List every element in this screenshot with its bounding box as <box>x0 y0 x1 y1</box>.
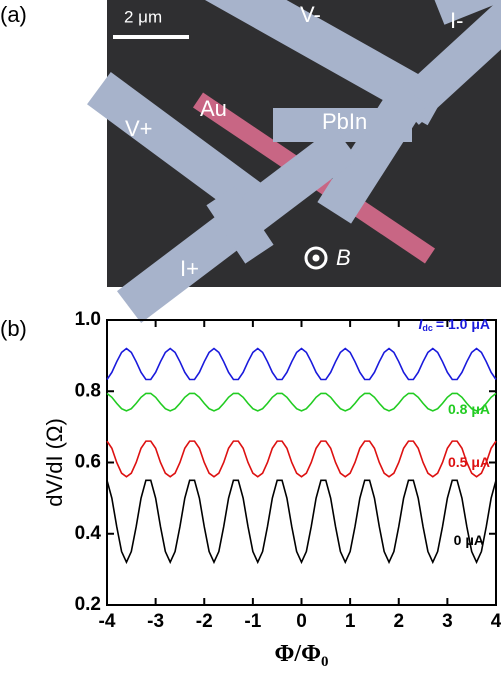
x-tick-label: 3 <box>442 611 453 632</box>
y-axis-label: dV/dI (Ω) <box>42 418 67 507</box>
y-tick-label: 0.8 <box>75 380 101 401</box>
series-label-text: 0.5 μA <box>448 454 490 470</box>
series-label-text: 0 μA <box>454 532 484 548</box>
series-line <box>106 479 497 565</box>
scale-label: 2 μm <box>124 7 162 26</box>
x-tick-label: 2 <box>393 611 404 632</box>
series-label-symbol: I <box>419 316 424 332</box>
field-symbol <box>304 246 328 270</box>
electrode-label: V+ <box>125 116 153 141</box>
electrodes <box>87 72 428 324</box>
series-label-text: 0.8 μA <box>448 401 490 417</box>
field-symbol <box>312 254 320 262</box>
panel-label: (b) <box>0 316 27 341</box>
x-tick-label: 1 <box>345 611 356 632</box>
x-axis-label-subscript: 0 <box>321 654 329 670</box>
series-line <box>106 440 497 478</box>
series-label-subscript: dc <box>422 323 433 333</box>
electrode-label: I- <box>450 8 463 33</box>
electrode-label: V- <box>300 2 321 27</box>
electrodes <box>204 0 501 126</box>
series-line <box>106 392 497 412</box>
series-label: 0.5 μA <box>448 454 490 470</box>
micrograph: 2 μm V- I- Au V+ PbIn I+ B <box>87 0 501 324</box>
y-tick-label: 0.2 <box>75 594 101 615</box>
x-tick-label: -1 <box>244 611 261 632</box>
series-label-text: = 1.0 μA <box>436 316 490 332</box>
x-axis-label: Φ/Φ0 <box>275 641 329 671</box>
y-tick-label: 1.0 <box>75 309 101 330</box>
x-axis-label: Φ/Φ <box>275 641 321 667</box>
chart: 0.2 0.4 0.6 0.8 1.0 -4 -3 -2 -1 0 1 2 3 4 dV/dI (Ω) Φ/Φ… <box>42 309 501 670</box>
series-line <box>106 347 497 381</box>
material-label: PbIn <box>322 109 367 134</box>
x-tick-label: 4 <box>491 611 501 632</box>
material-label: Au <box>200 96 227 121</box>
series-label: 0.8 μA <box>448 401 490 417</box>
panel-label: (a) <box>0 2 27 27</box>
x-tick-label: -4 <box>99 611 116 632</box>
series-label: Idc = 1.0 μA <box>419 316 491 334</box>
field-label: B <box>336 245 351 270</box>
electrode-label: I+ <box>180 256 199 281</box>
y-tick-label: 0.6 <box>75 452 101 473</box>
x-tick-label: -2 <box>196 611 213 632</box>
x-tick-label: 0 <box>296 611 307 632</box>
y-tick-label: 0.4 <box>75 523 102 544</box>
series-label: 0 μA <box>454 532 484 548</box>
x-tick-label: -3 <box>147 611 164 632</box>
